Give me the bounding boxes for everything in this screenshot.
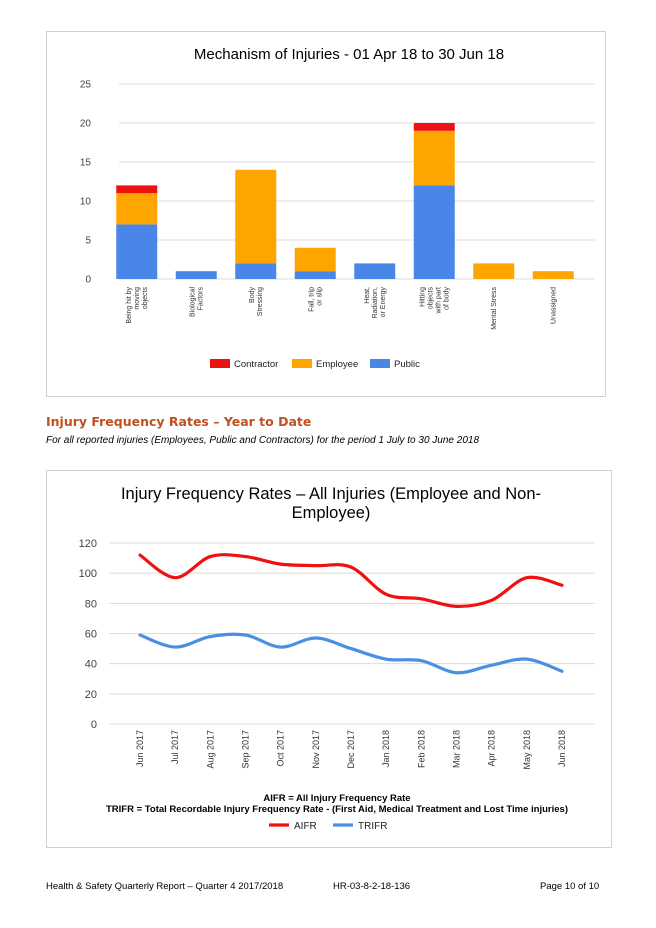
chart-title: Mechanism of Injuries - 01 Apr 18 to 30 … xyxy=(194,46,504,63)
legend-swatch xyxy=(370,359,390,368)
footer-reference: HR-03-8-2-18-136 xyxy=(333,881,411,892)
y-tick-label: 60 xyxy=(85,629,97,641)
legend-label: AIFR xyxy=(294,821,317,832)
y-tick-label: 5 xyxy=(85,236,91,247)
x-tick-label: Jul 2017 xyxy=(170,730,180,764)
x-tick-label: Dec 2017 xyxy=(346,730,356,769)
x-tick-label: Aug 2017 xyxy=(205,730,215,769)
x-category-label: Fall, tripor slip xyxy=(308,287,323,312)
x-tick-label: Feb 2018 xyxy=(416,730,426,768)
y-tick-label: 20 xyxy=(80,119,92,130)
series-line-aifr xyxy=(138,553,564,608)
bar-employee xyxy=(532,271,574,279)
footer-page-number: Page 10 of 10 xyxy=(540,881,600,892)
y-tick-label: 0 xyxy=(91,719,97,731)
y-tick-label: 100 xyxy=(79,568,97,580)
mechanism-of-injuries-chart: Mechanism of Injuries - 01 Apr 18 to 30 … xyxy=(46,31,606,397)
legend-swatch xyxy=(210,359,230,368)
bar-contractor xyxy=(116,185,158,194)
bar-employee xyxy=(473,263,515,279)
x-tick-label: Jun 2017 xyxy=(135,730,145,767)
legend-label: Employee xyxy=(316,359,358,370)
bar-employee xyxy=(294,247,336,272)
section-heading: Injury Frequency Rates – Year to Date xyxy=(46,414,312,429)
x-category-label: BodyStressing xyxy=(249,287,264,317)
x-category-label: Unassigned xyxy=(550,287,557,324)
bar-employee xyxy=(235,169,277,264)
y-tick-label: 10 xyxy=(80,197,92,208)
x-tick-label: May 2018 xyxy=(522,730,532,770)
x-tick-label: Nov 2017 xyxy=(311,730,321,769)
chart-title: Employee) xyxy=(292,504,371,522)
chart-note: TRIFR = Total Recordable Injury Frequenc… xyxy=(106,804,568,815)
y-tick-label: 80 xyxy=(85,598,97,610)
legend-label: Contractor xyxy=(234,359,278,370)
x-category-label: Heat,Radiation,or Energy xyxy=(364,287,387,319)
y-tick-label: 25 xyxy=(80,80,92,91)
section-subheading: For all reported injuries (Employees, Pu… xyxy=(46,435,480,446)
series-line-trifr xyxy=(138,632,564,675)
bar-employee xyxy=(116,193,158,225)
x-category-label: Being hit bymovingobjects xyxy=(126,287,149,324)
y-tick-label: 120 xyxy=(79,538,97,550)
legend-label: Public xyxy=(394,359,420,370)
injury-frequency-chart: Injury Frequency Rates – All Injuries (E… xyxy=(46,470,612,848)
x-tick-label: Mar 2018 xyxy=(452,730,462,768)
chart-note: AIFR = All Injury Frequency Rate xyxy=(263,793,410,804)
bar-public xyxy=(413,185,455,279)
x-tick-label: Apr 2018 xyxy=(487,730,497,767)
y-tick-label: 20 xyxy=(85,689,97,701)
x-tick-label: Sep 2017 xyxy=(241,730,251,769)
y-tick-label: 40 xyxy=(85,659,97,671)
chart-title: Injury Frequency Rates – All Injuries (E… xyxy=(121,485,541,503)
bar-employee xyxy=(413,130,455,186)
bar-public xyxy=(116,224,158,279)
footer-report-title: Health & Safety Quarterly Report – Quart… xyxy=(46,881,284,892)
mechanism-chart-svg: Mechanism of Injuries - 01 Apr 18 to 30 … xyxy=(80,46,595,370)
bar-public xyxy=(235,263,277,279)
frequency-chart-svg: Injury Frequency Rates – All Injuries (E… xyxy=(79,485,595,832)
x-tick-label: Jan 2018 xyxy=(381,730,391,767)
bar-public xyxy=(294,271,336,279)
bar-public xyxy=(354,263,396,279)
y-tick-label: 15 xyxy=(80,158,92,169)
x-tick-label: Jun 2018 xyxy=(557,730,567,767)
bar-public xyxy=(175,271,217,279)
x-category-label: Mental Stress xyxy=(491,287,498,330)
y-tick-label: 0 xyxy=(85,275,91,286)
bar-contractor xyxy=(413,123,455,131)
x-tick-label: Oct 2017 xyxy=(276,730,286,767)
x-category-label: BiologicalFactors xyxy=(189,287,204,317)
legend-swatch xyxy=(292,359,312,368)
x-category-label: Hittingobjectswith partof body xyxy=(419,287,450,315)
legend-label: TRIFR xyxy=(358,821,387,832)
